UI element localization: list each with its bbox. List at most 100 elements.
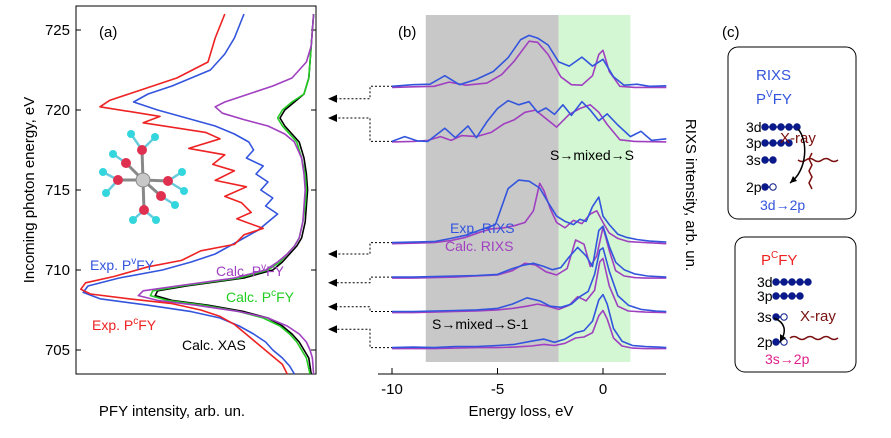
hole bbox=[769, 183, 777, 191]
top-box-xray-wave-arrow bbox=[797, 157, 839, 163]
electron bbox=[777, 123, 785, 131]
bottom-box-title-pcfy: PCFY bbox=[761, 250, 797, 269]
panel-b-ylabel: RIXS intensity, arb. un. bbox=[682, 119, 699, 271]
panel-a-ytick-label: 705 bbox=[45, 342, 70, 359]
panel-a-series-exp-p-vfy bbox=[82, 13, 296, 375]
panel-b-x-ticks: -10 -5 0 bbox=[381, 368, 607, 398]
excitation-arrowhead bbox=[328, 94, 337, 103]
rixs-spectrum-2-calc bbox=[391, 104, 667, 143]
electron bbox=[796, 278, 804, 286]
excitation-arrow bbox=[336, 276, 393, 284]
legend-calc-xas: Calc. XAS bbox=[182, 337, 246, 353]
electron bbox=[769, 156, 777, 164]
electron bbox=[769, 123, 777, 131]
electron bbox=[796, 292, 804, 300]
annotation-s-mixed-s-1: S→mixed→S-1 bbox=[432, 316, 529, 332]
panel-a-series bbox=[80, 13, 315, 375]
level-label-3s: 3s bbox=[757, 309, 772, 325]
excitation-arrows bbox=[328, 85, 393, 349]
electron bbox=[761, 156, 769, 164]
rixs-spectrum-1-exp bbox=[391, 34, 667, 88]
electron bbox=[788, 278, 796, 286]
panel-c-top-box bbox=[727, 46, 857, 220]
electron bbox=[804, 278, 812, 286]
excitation-arrow bbox=[336, 242, 393, 255]
rixs-spectrum-6-exp bbox=[391, 293, 667, 349]
rixs-spectrum-6-calc bbox=[392, 309, 667, 350]
electron bbox=[785, 123, 793, 131]
panel-a-ytick-label: 715 bbox=[45, 182, 70, 199]
panel-b: -10 -5 0 (b) S→mixed→S S→mixed→S-1 Exp. RI… bbox=[378, 15, 699, 420]
electron bbox=[772, 292, 780, 300]
panel-b-spectra bbox=[391, 34, 667, 350]
excitation-arrowhead bbox=[328, 250, 337, 258]
panel-a-label: (a) bbox=[99, 24, 117, 41]
panel-b-xlabel: Energy loss, eV bbox=[468, 403, 573, 420]
excitation-arrowhead bbox=[328, 302, 337, 311]
level-label-2p: 2p bbox=[746, 179, 762, 195]
excitation-arrow bbox=[336, 85, 393, 100]
excitation-arrow bbox=[336, 328, 393, 349]
level-label-2p: 2p bbox=[757, 334, 773, 350]
level-label-3p: 3p bbox=[757, 288, 773, 304]
electron bbox=[761, 123, 769, 131]
electron bbox=[788, 292, 796, 300]
molecule-structure-illustration bbox=[99, 130, 188, 224]
panel-a-ytick-label: 725 bbox=[45, 22, 70, 39]
legend-calc-pcfy: Calc. PcFY bbox=[226, 288, 295, 305]
panel-a-y-ticks: 705 710 715 720 725 bbox=[45, 22, 316, 359]
rixs-spectrum-1-calc bbox=[391, 40, 667, 89]
electron bbox=[780, 292, 788, 300]
electron bbox=[785, 139, 793, 147]
panel-b-label: (b) bbox=[398, 24, 416, 41]
panel-a-series-calc-p-vfy bbox=[137, 13, 315, 375]
panel-c-bottom-box bbox=[734, 236, 857, 373]
legend-exp-pvfy: Exp. PvFY bbox=[90, 256, 155, 273]
annotation-s-mixed-s: S→mixed→S bbox=[550, 147, 634, 163]
panel-a-ytick-label: 720 bbox=[45, 102, 70, 119]
bottom-box-transition-label: 3s→2p bbox=[765, 351, 810, 367]
rixs-spectrum-4-exp bbox=[392, 225, 667, 278]
panel-a-ylabel: Incoming photon energy, eV bbox=[21, 97, 38, 284]
rixs-spectrum-5-calc bbox=[392, 257, 667, 314]
legend-exp-rixs: Exp. RIXS bbox=[450, 220, 515, 236]
electron bbox=[780, 278, 788, 286]
top-box-title-rixs: RIXS bbox=[756, 67, 791, 84]
bottom-box-xray-label: X-ray bbox=[800, 308, 836, 325]
legend-calc-rixs: Calc. RIXS bbox=[445, 238, 513, 254]
top-box-xray-label: X-ray bbox=[780, 130, 816, 147]
excitation-arrow bbox=[336, 117, 393, 142]
rixs-spectrum-2-exp bbox=[391, 99, 667, 143]
panel-b-xtick-label: 0 bbox=[599, 381, 607, 398]
electron bbox=[777, 139, 785, 147]
bottom-box-xray-wave bbox=[789, 335, 839, 341]
panel-b-xtick-label: -5 bbox=[491, 381, 504, 398]
panel-a-series-calc-xas bbox=[154, 13, 315, 375]
bottom-box-transition-arrowhead bbox=[780, 334, 786, 342]
panel-b-xtick-label: -10 bbox=[381, 381, 403, 398]
panel-a-ytick-label: 710 bbox=[45, 262, 70, 279]
top-box-transition-arrowhead bbox=[790, 176, 797, 183]
rixs-spectrum-3-exp bbox=[391, 179, 667, 244]
panel-a-xlabel: PFY intensity, arb. un. bbox=[99, 403, 245, 420]
electron bbox=[772, 278, 780, 286]
excitation-arrowhead bbox=[328, 114, 337, 122]
level-label-3s: 3s bbox=[746, 152, 761, 168]
panel-a-series-exp-p-cfy bbox=[80, 13, 288, 375]
electron bbox=[761, 183, 769, 191]
level-label-3d: 3d bbox=[746, 119, 762, 135]
excitation-arrowhead bbox=[328, 278, 337, 287]
hole bbox=[780, 313, 788, 321]
level-label-3p: 3p bbox=[746, 135, 762, 151]
legend-calc-pvfy: Calc. PvFY bbox=[216, 262, 285, 279]
panel-c-label: (c) bbox=[722, 24, 740, 41]
top-box-title-pvfy: PVFY bbox=[756, 89, 792, 108]
electron bbox=[772, 338, 780, 346]
electron bbox=[769, 139, 777, 147]
excitation-arrowhead bbox=[328, 325, 337, 334]
level-label-3d: 3d bbox=[757, 274, 773, 290]
